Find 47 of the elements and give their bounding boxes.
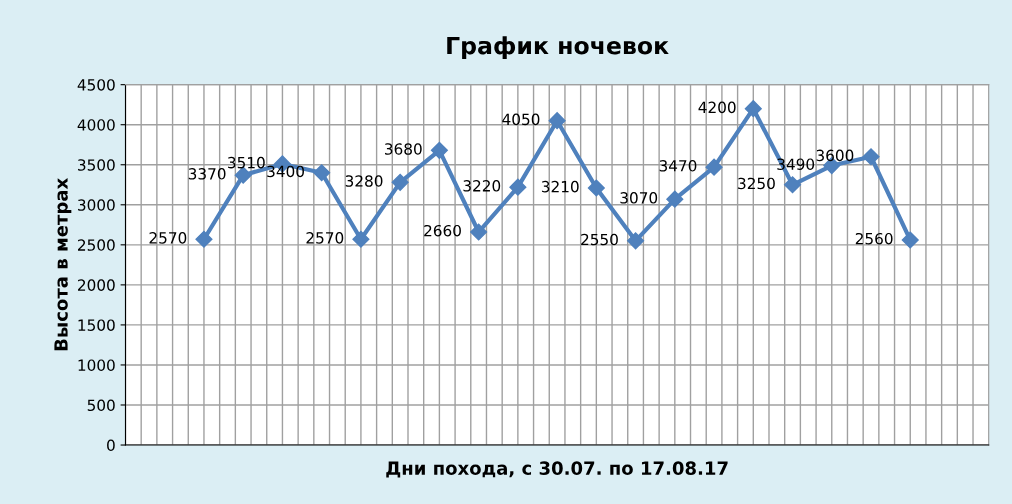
y-axis-title: Высота в метрах	[54, 178, 72, 351]
data-label: 3280	[345, 175, 383, 187]
point	[430, 141, 448, 159]
point	[901, 231, 919, 249]
y-tick-label: 1500	[78, 319, 115, 331]
y-tick-label: 500	[87, 399, 115, 412]
y-tick-label: 2500	[78, 239, 115, 251]
data-label: 3600	[816, 149, 854, 162]
point	[548, 112, 566, 130]
point	[470, 223, 488, 241]
data-label: 2570	[149, 232, 187, 244]
data-label: 2570	[306, 232, 344, 244]
point	[391, 173, 409, 191]
data-label: 2560	[855, 232, 893, 245]
point	[862, 148, 880, 166]
data-label: 3680	[385, 143, 422, 155]
data-label: 2550	[581, 233, 618, 246]
point	[587, 179, 605, 197]
point	[509, 178, 527, 196]
data-label: 3510	[228, 156, 265, 169]
point	[352, 230, 370, 248]
y-tick-label: 0	[107, 439, 115, 452]
y-tick-label: 4000	[77, 119, 115, 131]
data-label: 4050	[502, 113, 540, 126]
data-label: 3400	[267, 165, 304, 178]
x-axis-title: Дни похода, с 30.07. по 17.08.17	[386, 461, 728, 478]
point	[313, 164, 331, 182]
point	[705, 158, 723, 176]
point	[195, 230, 213, 248]
data-label: 3250	[738, 177, 775, 190]
data-label: 3070	[620, 192, 658, 204]
point	[744, 100, 762, 118]
y-tick-label: 3000	[78, 199, 115, 211]
y-tick-label: 3500	[78, 159, 115, 171]
data-label: 3370	[188, 168, 226, 180]
y-tick-label: 1000	[78, 359, 115, 371]
data-label: 3220	[463, 180, 501, 192]
data-label: 2660	[424, 224, 461, 237]
y-tick-label: 4500	[77, 79, 115, 91]
chart-title: График ночевок	[447, 36, 669, 60]
point	[783, 176, 802, 194]
data-label: 3470	[659, 160, 697, 172]
data-label: 4200	[698, 101, 736, 114]
point	[627, 232, 645, 250]
data-label: 3210	[541, 180, 579, 193]
y-tick-label: 2000	[78, 279, 115, 291]
point	[666, 190, 684, 208]
